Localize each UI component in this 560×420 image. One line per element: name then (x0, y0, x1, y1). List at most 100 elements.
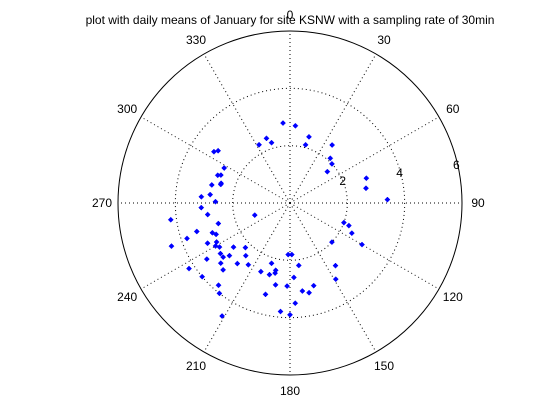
spoke-150 (289, 202, 377, 353)
angle-label-0: 0 (287, 8, 294, 22)
radial-label-4: 4 (396, 166, 403, 180)
data-point (226, 252, 233, 259)
data-point (256, 141, 262, 148)
data-point (220, 266, 227, 273)
data-point (328, 239, 335, 246)
data-points (167, 120, 391, 319)
data-point (284, 283, 291, 290)
polar-grid (117, 30, 463, 376)
data-point (277, 308, 284, 315)
data-point (198, 204, 205, 211)
data-point (268, 139, 275, 146)
spoke-210 (203, 202, 291, 353)
spoke-30 (289, 53, 377, 204)
angle-label-60: 60 (446, 102, 460, 116)
ring-2 (232, 145, 348, 261)
angle-tick-labels: 0 30 60 90 120 150 180 210 240 270 300 330 (92, 8, 485, 398)
data-point (219, 313, 226, 319)
data-point (329, 142, 336, 148)
data-point (266, 271, 273, 278)
spoke-240 (140, 202, 291, 290)
data-point (302, 141, 309, 148)
angle-label-150: 150 (374, 359, 394, 373)
data-point (285, 251, 292, 258)
data-point (384, 196, 391, 203)
angle-label-330: 330 (186, 33, 206, 47)
data-point (272, 281, 279, 288)
data-point (359, 241, 365, 248)
data-point (215, 147, 222, 154)
data-point (203, 256, 210, 263)
data-point (272, 267, 279, 274)
data-point (280, 120, 286, 126)
data-point (217, 181, 224, 188)
spoke-120 (289, 202, 440, 290)
data-point (215, 282, 222, 289)
ring-6 (117, 30, 463, 376)
data-point (199, 273, 206, 280)
data-point (257, 268, 264, 275)
data-point (208, 181, 215, 188)
data-point (299, 288, 306, 294)
data-point (251, 212, 258, 219)
data-point (230, 244, 237, 251)
data-point (295, 262, 302, 269)
spoke-60 (289, 116, 440, 204)
angle-label-30: 30 (377, 33, 391, 47)
data-point (332, 262, 339, 269)
data-point (263, 135, 270, 142)
angle-label-270: 270 (92, 196, 112, 210)
radial-label-2: 2 (339, 174, 346, 188)
data-point (184, 235, 190, 242)
data-point (306, 289, 313, 296)
data-point (363, 175, 370, 182)
data-point (262, 291, 269, 298)
data-point (345, 222, 352, 229)
data-point (193, 228, 200, 235)
data-point (310, 282, 317, 289)
data-point (212, 198, 219, 205)
data-point (327, 155, 334, 162)
data-point (245, 261, 252, 268)
data-point (221, 165, 228, 171)
radial-tick-labels: 2 4 6 (339, 158, 460, 188)
data-point (348, 230, 355, 237)
data-point (268, 260, 275, 267)
data-point (204, 211, 211, 218)
data-point (287, 311, 293, 318)
data-point (217, 172, 224, 179)
data-point (186, 265, 192, 272)
data-point (332, 276, 339, 283)
data-point (363, 185, 369, 192)
data-point (242, 252, 249, 259)
data-point (217, 260, 224, 267)
angle-label-120: 120 (443, 290, 463, 304)
data-point (306, 133, 312, 140)
data-point (340, 219, 347, 226)
data-point (204, 240, 211, 247)
data-point (328, 160, 335, 167)
data-point (242, 244, 249, 251)
data-point (216, 290, 223, 297)
data-point (217, 250, 224, 257)
angle-label-210: 210 (186, 359, 206, 373)
data-point (292, 122, 299, 129)
data-point (167, 216, 174, 223)
data-point (207, 191, 214, 198)
data-point (234, 260, 241, 267)
data-point (209, 229, 216, 236)
angle-label-300: 300 (117, 102, 137, 116)
data-point (220, 254, 227, 261)
data-point (210, 148, 217, 155)
angle-label-180: 180 (280, 384, 300, 398)
data-point (168, 243, 175, 250)
data-point (198, 193, 205, 200)
data-point (213, 239, 220, 245)
spoke-330 (203, 53, 291, 204)
spoke-300 (140, 116, 291, 204)
angle-label-90: 90 (471, 196, 485, 210)
chart-title: plot with daily means of January for sit… (86, 13, 495, 27)
radial-label-6: 6 (453, 158, 460, 172)
angle-label-240: 240 (117, 290, 137, 304)
